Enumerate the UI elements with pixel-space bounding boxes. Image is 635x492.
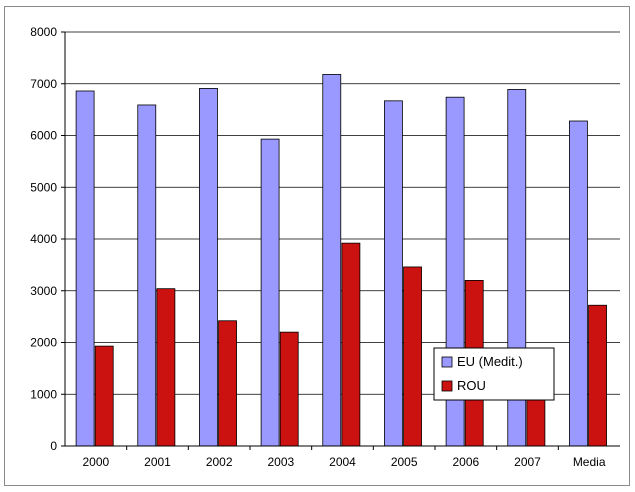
x-tick-label: 2003 <box>267 455 294 469</box>
y-tick-label: 3000 <box>30 284 57 298</box>
x-tick-label: 2005 <box>391 455 418 469</box>
x-tick-label: 2001 <box>144 455 171 469</box>
y-tick-label: 0 <box>50 439 57 453</box>
bar-eu <box>137 104 157 447</box>
bar-eu <box>75 90 95 447</box>
y-tick-label: 6000 <box>30 129 57 143</box>
x-tick-label: 2006 <box>452 455 479 469</box>
x-tick-label: Media <box>573 455 606 469</box>
bar-eu <box>322 74 342 447</box>
y-tick-label: 1000 <box>30 387 57 401</box>
x-tick-label: 2007 <box>514 455 541 469</box>
bar-rou <box>403 266 422 447</box>
legend-label-rou: ROU <box>457 378 486 393</box>
bar-eu <box>569 120 588 447</box>
x-axis-ticks: 2000 2001 2002 2003 2004 2005 2006 2007 Media <box>82 446 606 469</box>
bar-rou <box>341 242 361 447</box>
bars <box>75 74 607 447</box>
legend-box <box>433 347 555 401</box>
bar-rou <box>588 304 607 447</box>
y-tick-label: 8000 <box>30 25 57 39</box>
legend-label-eu: EU (Medit.) <box>457 354 523 369</box>
bar-rou <box>279 331 299 447</box>
y-axis-ticks: 0 1000 2000 3000 4000 5000 6000 7000 8000 <box>30 25 65 453</box>
y-tick-label: 7000 <box>30 77 57 91</box>
bar-eu <box>199 88 218 447</box>
legend-swatch-rou <box>441 380 453 392</box>
bar-eu <box>260 138 280 447</box>
x-tick-label: 2002 <box>206 455 233 469</box>
bar-rou <box>218 320 237 447</box>
legend-swatch-eu <box>441 356 453 368</box>
bar-eu <box>384 100 403 447</box>
y-tick-label: 4000 <box>30 232 57 246</box>
y-tick-label: 5000 <box>30 180 57 194</box>
bar-rou <box>156 288 176 447</box>
x-tick-label: 2004 <box>329 455 356 469</box>
bar-rou <box>94 345 114 447</box>
legend: EU (Medit.) ROU <box>433 347 555 401</box>
y-tick-label: 2000 <box>30 336 57 350</box>
x-tick-label: 2000 <box>82 455 109 469</box>
